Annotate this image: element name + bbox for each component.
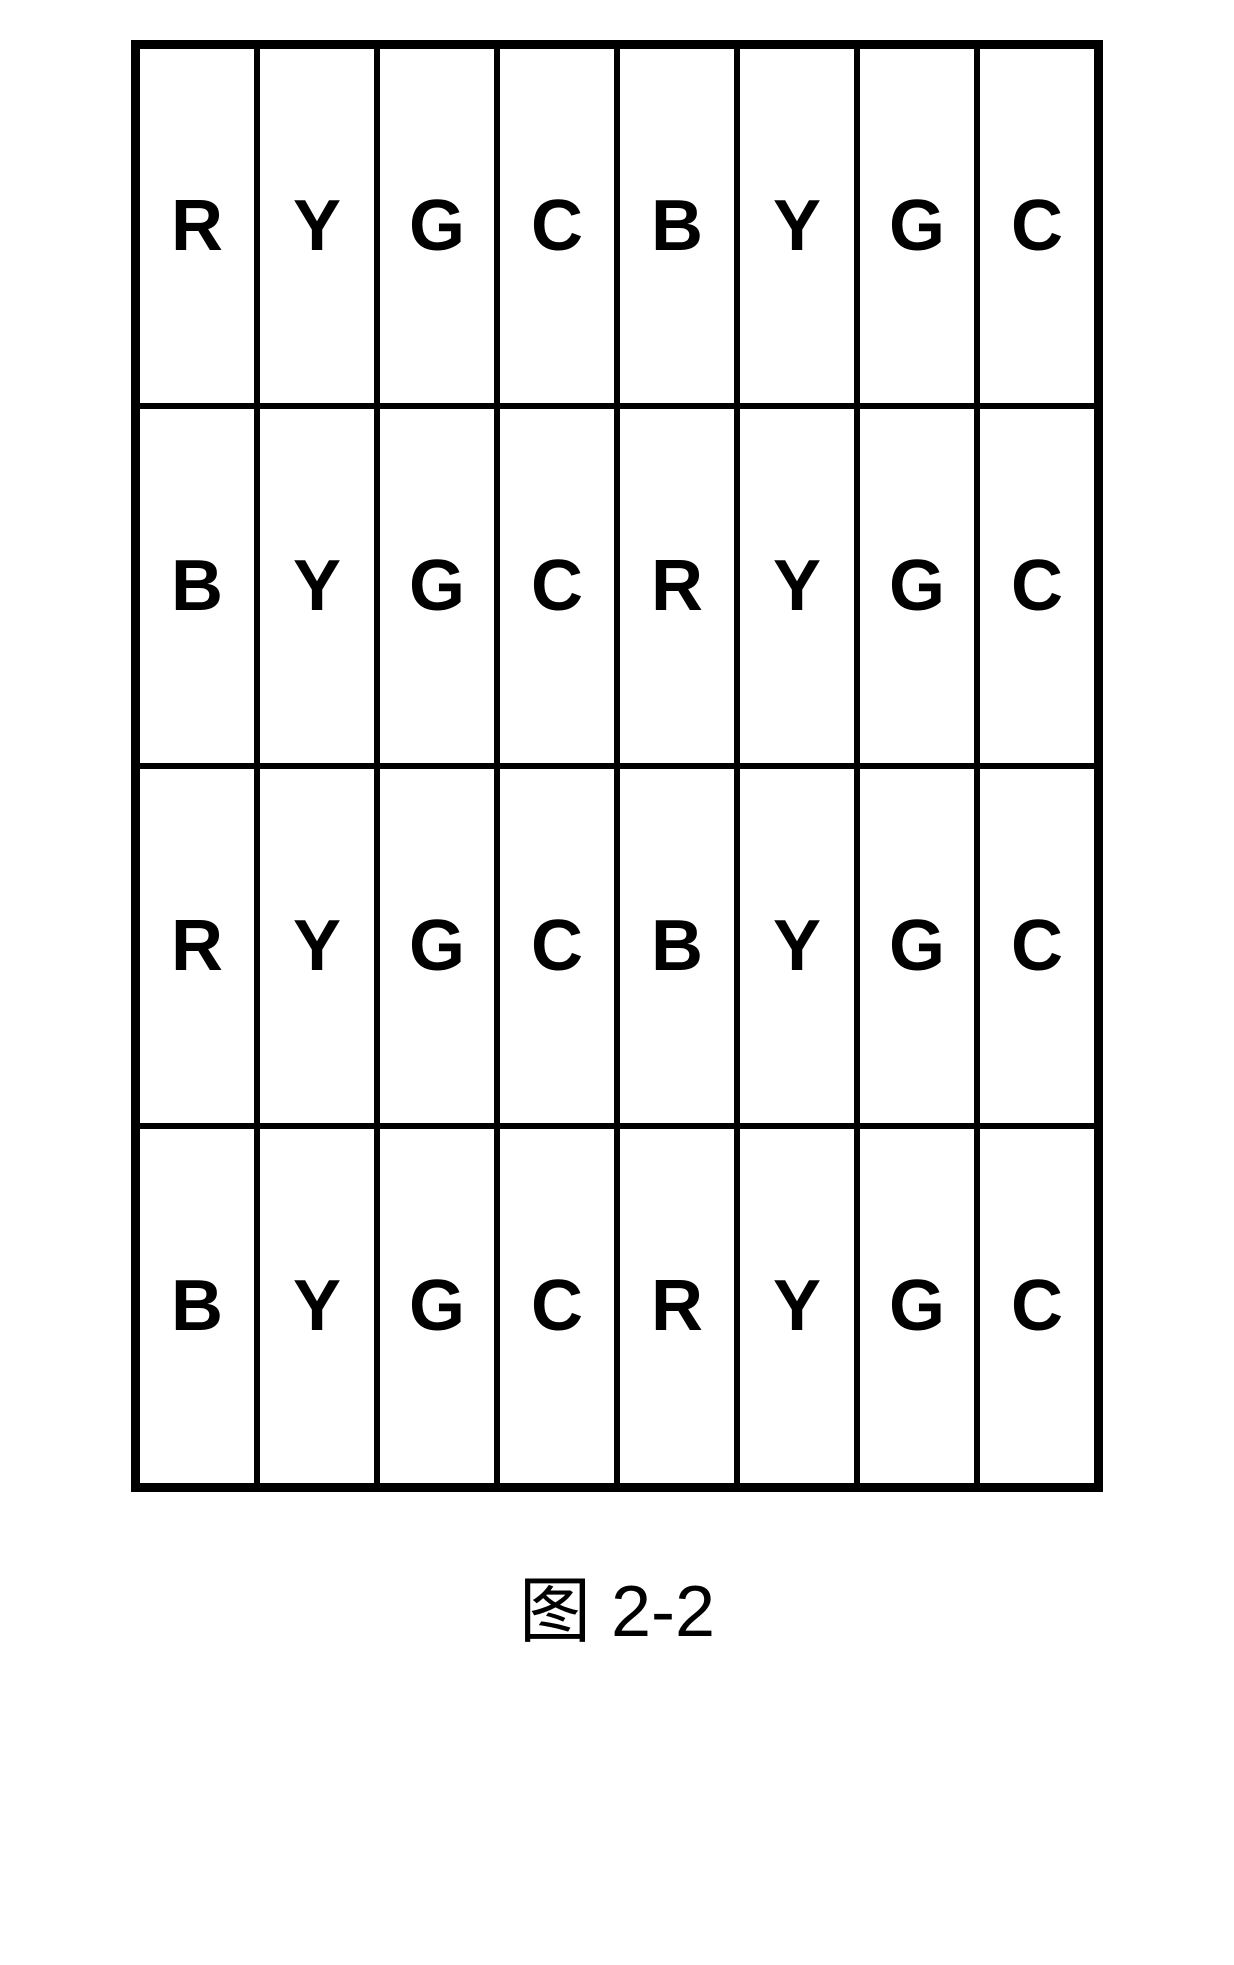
grid-cell: Y	[257, 766, 377, 1126]
grid-cell: Y	[257, 46, 377, 406]
grid-cell: Y	[737, 406, 857, 766]
grid-cell: Y	[257, 406, 377, 766]
grid-cell: G	[377, 46, 497, 406]
grid-cell: C	[977, 1126, 1097, 1486]
grid-cell: C	[497, 1126, 617, 1486]
grid-cell: Y	[737, 1126, 857, 1486]
grid-cell: Y	[737, 46, 857, 406]
grid-cell: Y	[257, 1126, 377, 1486]
grid-cell: B	[137, 406, 257, 766]
grid-cell: C	[497, 766, 617, 1126]
grid-cell: G	[857, 766, 977, 1126]
grid-cell: G	[857, 1126, 977, 1486]
grid-cell: G	[857, 46, 977, 406]
grid-cell: G	[377, 766, 497, 1126]
grid-cell: B	[137, 1126, 257, 1486]
grid-cell: R	[137, 766, 257, 1126]
grid-cell: R	[137, 46, 257, 406]
grid-cell: C	[977, 766, 1097, 1126]
grid-cell: C	[497, 46, 617, 406]
grid-cell: G	[857, 406, 977, 766]
subpixel-grid: R Y G C B Y G C B Y G C R Y G C R Y G C …	[131, 40, 1103, 1492]
grid-cell: R	[617, 1126, 737, 1486]
grid-cell: Y	[737, 766, 857, 1126]
grid-cell: C	[977, 406, 1097, 766]
grid-cell: C	[497, 406, 617, 766]
grid-cell: G	[377, 406, 497, 766]
grid-cell: B	[617, 766, 737, 1126]
figure-caption: 图 2-2	[519, 1552, 715, 1657]
grid-cell: G	[377, 1126, 497, 1486]
grid-cell: B	[617, 46, 737, 406]
grid-cell: C	[977, 46, 1097, 406]
grid-cell: R	[617, 406, 737, 766]
